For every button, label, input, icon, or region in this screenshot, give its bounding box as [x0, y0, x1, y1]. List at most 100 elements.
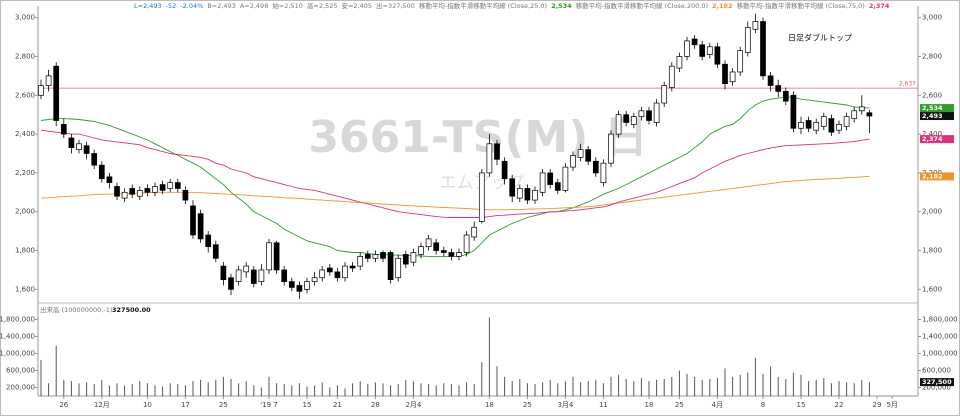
candle-body [608, 133, 614, 164]
info-item: -2.04% [180, 2, 204, 10]
candle-body [729, 71, 736, 83]
x-tick-label: 15 [797, 401, 806, 409]
ma-last-label: 2,534 [922, 104, 943, 112]
candle-body [425, 238, 432, 248]
candle-body [228, 277, 234, 290]
candle-body [334, 271, 341, 279]
x-tick-label: 18 [485, 401, 494, 409]
candle-body [486, 143, 493, 174]
candle-body [562, 166, 569, 191]
candle-body [144, 188, 151, 193]
candle-body [471, 226, 478, 238]
candle-body [782, 91, 789, 102]
candle-body [630, 116, 637, 125]
x-tick-label: 3月4 [557, 401, 573, 409]
y-tick-label: 2,600 [15, 91, 35, 99]
candle-body [805, 120, 812, 129]
candle-body [410, 252, 417, 263]
candle-body [858, 106, 865, 112]
candle-body [547, 172, 554, 185]
volume-tick-label: 600,000 [6, 367, 35, 375]
candle-body [152, 186, 158, 193]
candle-body [646, 110, 652, 121]
candle-body [235, 269, 242, 282]
candle-body [45, 75, 52, 86]
volume-tick-label: 200,000 [6, 384, 35, 392]
candle-body [68, 137, 75, 149]
candle-body [258, 269, 265, 282]
info-item: 安=2,405 [341, 2, 373, 10]
y-tick-label: 2,000 [15, 208, 35, 216]
candle-body [212, 244, 219, 259]
y2-tick-label: 1,800 [922, 247, 942, 255]
candle-body [205, 234, 212, 248]
candle-body [197, 213, 204, 240]
candle-body [661, 85, 668, 104]
candle-body [478, 172, 485, 222]
candle-body [638, 110, 645, 117]
volume-tick-label-right: 600,000 [922, 367, 951, 375]
candle-body [319, 269, 326, 279]
candle-body [243, 265, 250, 273]
x-tick-label: 11 [599, 401, 608, 409]
info-item: -52 [165, 2, 177, 10]
volume-tick-label-right: 1,000,000 [922, 350, 958, 358]
price-last-label-box [920, 112, 954, 121]
candle-body [440, 250, 447, 253]
candle-body [532, 190, 538, 201]
candle-body [76, 143, 82, 150]
candle-body [570, 155, 576, 168]
candle-body [494, 143, 500, 160]
candle-body [767, 75, 774, 86]
candle-body [121, 191, 128, 199]
candle-body [342, 265, 348, 279]
ma-last-label-box [920, 172, 954, 181]
info-item: 移動平均-指数平滑移動平均線 (Close,200,0) [575, 2, 709, 10]
ma-last-label-box [920, 104, 954, 113]
ma-last-label-box [920, 135, 954, 144]
price-last-label: 2,493 [922, 112, 943, 120]
candle-body [296, 285, 303, 292]
candle-body [250, 269, 257, 284]
candle-body [380, 252, 386, 259]
candle-body [349, 265, 356, 269]
candle-body [91, 153, 98, 166]
volume-last-label: 327,500 [922, 378, 952, 386]
x-tick-label: 25 [675, 401, 684, 409]
candle-body [266, 242, 272, 271]
candle-body [714, 46, 721, 65]
candle-body [866, 112, 873, 117]
x-tick-label: 15 [303, 401, 312, 409]
candle-body [744, 26, 751, 53]
candle-body [722, 63, 728, 84]
y-tick-label: 2,200 [15, 169, 35, 177]
x-tick-label: 17 [181, 401, 190, 409]
x-tick-label: 26 [59, 401, 68, 409]
volume-tick-label: 1,800,000 [0, 316, 35, 324]
y2-tick-label: 2,400 [922, 130, 942, 138]
ma-line [40, 96, 870, 257]
candle-body [288, 281, 295, 288]
x-tick-label: 21 [333, 401, 342, 409]
candle-body [395, 257, 402, 279]
x-tick-label: '19 7 [260, 401, 278, 409]
candle-body [372, 254, 379, 259]
info-item: L=2,493 [134, 2, 162, 10]
y2-tick-label: 3,000 [922, 14, 942, 22]
candle-body [220, 265, 227, 281]
candle-body [387, 252, 394, 281]
info-item: B=2,493 [207, 2, 236, 10]
candle-body [433, 242, 440, 251]
x-tick-label: 22 [835, 401, 844, 409]
candle-body [83, 145, 90, 154]
candle-body [820, 116, 827, 127]
candle-body [760, 21, 766, 77]
candle-body [402, 254, 409, 265]
candle-body [167, 182, 174, 189]
candle-body [706, 46, 713, 55]
candle-body [364, 254, 371, 259]
y2-tick-label: 2,800 [922, 52, 942, 60]
y2-tick-label: 2,000 [922, 208, 942, 216]
volume-label: 出来高 (100000000,-1) [40, 305, 112, 314]
